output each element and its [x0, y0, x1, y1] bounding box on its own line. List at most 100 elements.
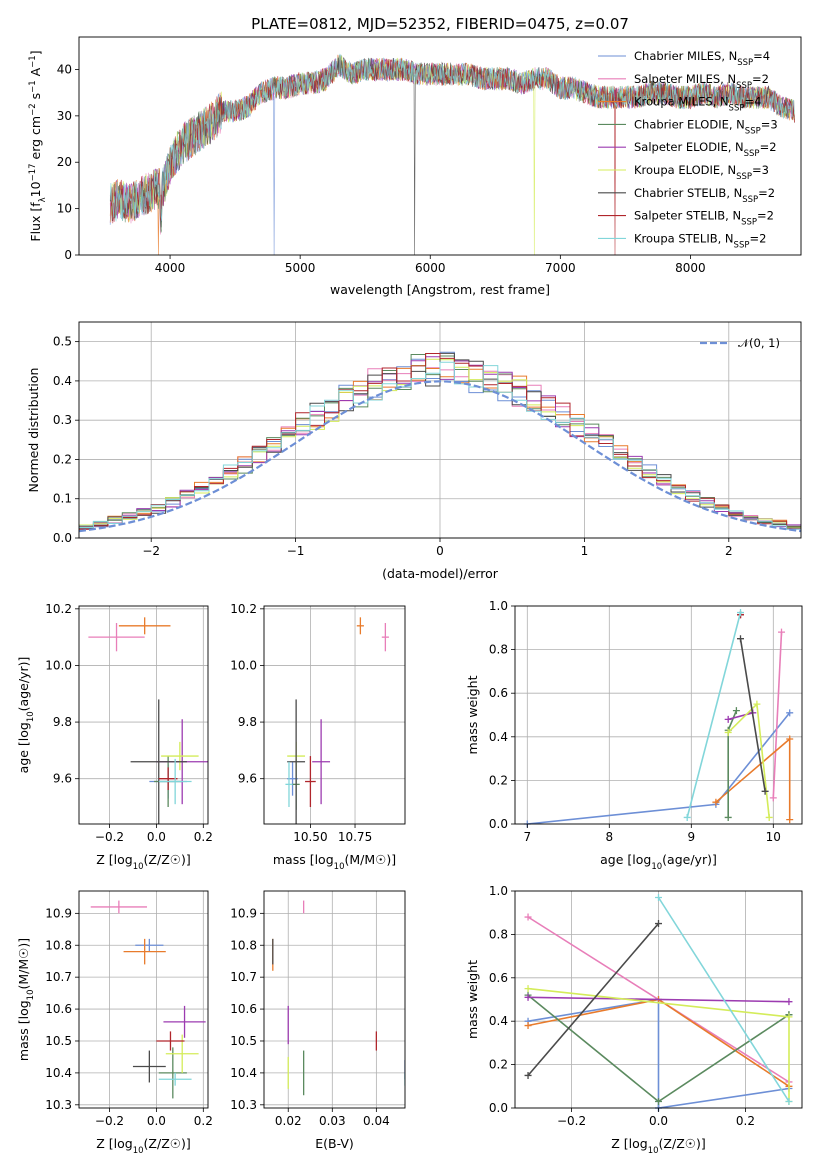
- weight-marker: [724, 715, 732, 723]
- age_vs_Z-frame: [78, 605, 209, 825]
- data-point: [156, 1031, 185, 1051]
- y-tick-label: 10.4: [45, 1066, 72, 1080]
- data-point: [132, 1050, 166, 1083]
- data-point: [305, 756, 316, 808]
- weight-marker: [786, 816, 794, 824]
- y-tick-label: 10.3: [45, 1098, 72, 1112]
- data-point: [88, 622, 145, 652]
- y-tick-label: 10.9: [230, 906, 257, 920]
- x-tick-label: 0.0: [649, 1114, 668, 1128]
- x-tick-label: −2: [142, 544, 160, 558]
- y-tick-label: 0.5: [53, 335, 72, 349]
- histogram-series: [79, 361, 801, 530]
- y-tick-label: 10.6: [230, 1002, 257, 1016]
- y-tick-label: 10.3: [230, 1098, 257, 1112]
- x-tick-label: 0.03: [319, 1114, 346, 1128]
- weight-marker: [737, 609, 744, 617]
- spectrum-series-line: [109, 56, 795, 255]
- data-point: [118, 617, 171, 635]
- y-tick-label: 30: [57, 109, 72, 123]
- y-tick-label: 0.1: [53, 492, 72, 506]
- weight-marker: [778, 628, 785, 636]
- weight_vs_age-frame: [514, 605, 803, 825]
- weight-marker: [785, 1097, 793, 1105]
- weight-marker: [524, 993, 532, 1001]
- x-tick-label: 0.2: [194, 830, 213, 844]
- x-tick-label: 9: [687, 830, 695, 844]
- data-point: [381, 622, 389, 652]
- x-tick-label: −0.2: [95, 830, 124, 844]
- x-tick-label: 7000: [545, 261, 576, 275]
- data-point: [90, 900, 148, 914]
- x-tick-label: 8: [605, 830, 613, 844]
- data-point: [123, 938, 166, 965]
- data-point: [312, 719, 331, 805]
- y-tick-label: 0.6: [489, 686, 508, 700]
- x-axis-label: Z [log10(Z/Z☉)]: [96, 1136, 190, 1156]
- weight-series-line: [527, 712, 791, 824]
- y-tick-label: 0.2: [53, 452, 72, 466]
- weight-marker: [524, 1022, 532, 1030]
- x-tick-label: 10.50: [293, 830, 327, 844]
- weight-series-line: [739, 638, 766, 792]
- x-tick-label: 0.04: [363, 1114, 390, 1128]
- legend-entry: 𝒩(0, 1): [738, 336, 780, 350]
- y-tick-label: 10.2: [230, 602, 257, 616]
- x-tick-label: 0.0: [147, 830, 166, 844]
- y-tick-label: 10.8: [45, 938, 72, 952]
- weight-series-line: [727, 712, 754, 721]
- x-tick-label: −0.2: [95, 1114, 124, 1128]
- x-axis-label: Z [log10(Z/Z☉)]: [96, 852, 190, 872]
- y-tick-label: 1.0: [489, 599, 508, 613]
- x-axis-label: (data-model)/error: [382, 566, 499, 581]
- x-tick-label: 0.2: [194, 1114, 213, 1128]
- weight-marker: [724, 813, 732, 821]
- data-point: [130, 699, 187, 824]
- weight-marker: [769, 794, 777, 802]
- weight-series-line: [686, 612, 742, 818]
- y-tick-label: 10.4: [230, 1066, 257, 1080]
- y-tick-label: 10.7: [230, 970, 257, 984]
- y-tick-label: 10.6: [45, 1002, 72, 1016]
- y-tick-label: 0.6: [489, 971, 508, 985]
- weight-marker: [524, 985, 532, 993]
- y-tick-label: 0.4: [489, 1014, 508, 1028]
- y-axis-label: Normed distribution: [26, 368, 41, 493]
- mass_vs_Z-frame: [78, 890, 209, 1109]
- weight-series-line: [527, 996, 790, 1003]
- x-tick-label: 2: [725, 544, 733, 558]
- y-tick-label: 0.2: [489, 1058, 508, 1072]
- figure-title: PLATE=0812, MJD=52352, FIBERID=0475, z=0…: [251, 15, 629, 33]
- data-point: [158, 1072, 192, 1086]
- legend-entry: Kroupa MILES, NSSP=4: [634, 95, 761, 114]
- y-tick-label: 0: [64, 248, 72, 262]
- y-tick-label: 0.3: [53, 413, 72, 427]
- y-tick-label: 0.0: [53, 531, 72, 545]
- x-axis-label: age [log10(age/yr)]: [600, 852, 717, 872]
- y-tick-label: 10.2: [45, 602, 72, 616]
- legend-entry: Kroupa STELIB, NSSP=2: [634, 231, 766, 250]
- weight-series-line: [527, 922, 660, 1077]
- x-axis-label: E(B-V): [315, 1136, 354, 1151]
- x-tick-label: −0.2: [557, 1114, 586, 1128]
- data-point: [161, 741, 199, 771]
- y-axis-label: mass weight: [465, 675, 480, 754]
- y-tick-label: 10.0: [230, 658, 257, 672]
- weight-marker: [655, 1097, 662, 1105]
- age_vs_mass-frame: [263, 605, 406, 825]
- legend-entry: Chabrier ELODIE, NSSP=3: [634, 117, 778, 136]
- x-tick-label: 10.75: [338, 830, 372, 844]
- y-tick-label: 1.0: [489, 884, 508, 898]
- weight-marker: [786, 709, 794, 717]
- y-tick-label: 9.6: [53, 772, 72, 786]
- x-tick-label: 0.2: [736, 1114, 755, 1128]
- y-tick-label: 20: [57, 155, 72, 169]
- y-tick-label: 0.2: [489, 773, 508, 787]
- weight-series-line: [715, 737, 791, 820]
- x-axis-label: mass [log10(M/M☉)]: [273, 852, 396, 872]
- y-axis-label: mass [log10(M/M☉)]: [16, 938, 36, 1061]
- y-tick-label: 0.0: [489, 817, 508, 831]
- x-tick-label: 5000: [285, 261, 316, 275]
- weight-marker: [683, 813, 691, 821]
- weight-series-line: [657, 897, 790, 1102]
